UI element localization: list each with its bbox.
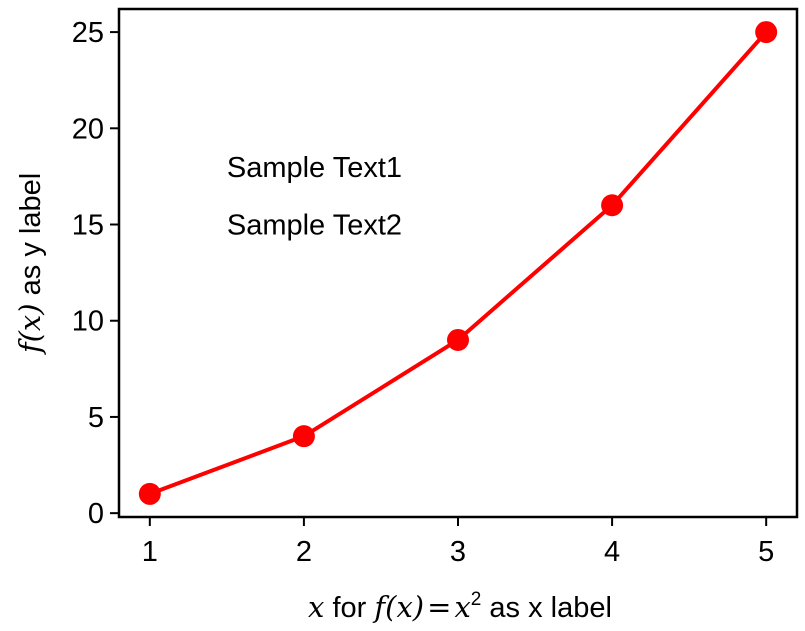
x-tick-label: 3 xyxy=(450,536,466,568)
x-tick-label: 2 xyxy=(296,536,312,568)
data-point xyxy=(292,425,315,448)
axes: 1 2 3 4 5 0 5 10 15 20 25 xyxy=(72,7,799,568)
data-point xyxy=(138,482,161,505)
annotations: Sample Text1 Sample Text2 xyxy=(227,152,402,242)
x-axis-label: x for f(x) = x2 as x label xyxy=(308,589,612,624)
y-tick-label: 15 xyxy=(72,210,104,242)
y-tick-label: 20 xyxy=(72,113,104,145)
data-point xyxy=(447,328,469,351)
y-axis-label: f(x) as y label xyxy=(13,173,47,355)
x-tick-label: 5 xyxy=(758,536,774,568)
plot-frame xyxy=(117,7,799,519)
data-point xyxy=(601,194,624,217)
x-tick-label: 4 xyxy=(604,536,620,568)
x-tick-label: 1 xyxy=(142,536,158,568)
annotation-text: Sample Text2 xyxy=(227,210,402,242)
data-point xyxy=(755,21,778,44)
y-tick-label: 0 xyxy=(88,498,104,530)
annotation-text: Sample Text1 xyxy=(227,152,402,184)
series-layer xyxy=(138,21,778,505)
y-tick-label: 10 xyxy=(72,306,104,338)
y-tick-label: 25 xyxy=(72,17,104,49)
y-tick-label: 5 xyxy=(88,402,104,434)
